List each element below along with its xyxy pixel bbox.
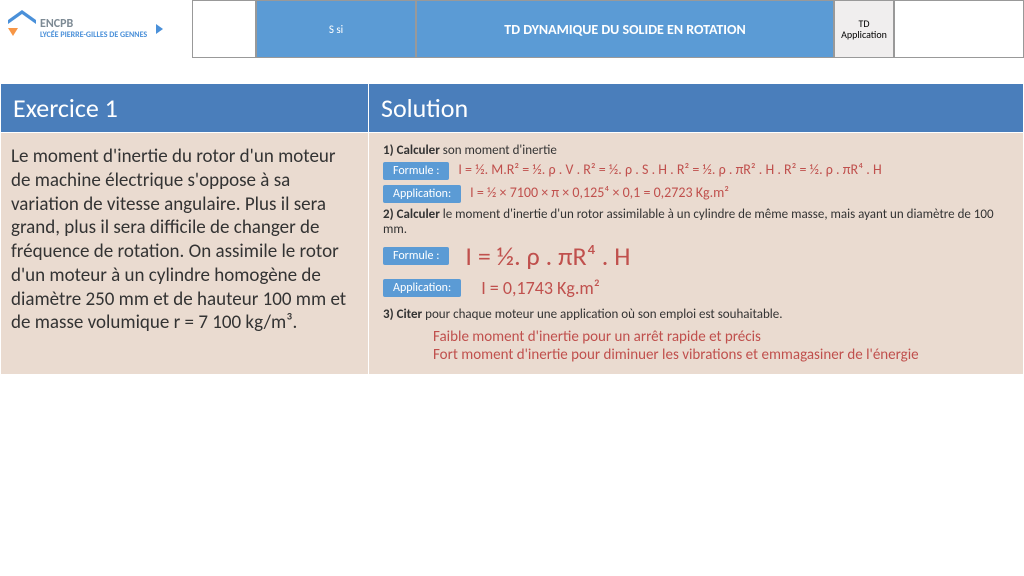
header-ssi: S si	[256, 0, 416, 58]
question-3: 3) Citer pour chaque moteur une applicat…	[383, 307, 1009, 322]
exercise-table: Exercice 1 Solution Le moment d'inertie …	[0, 83, 1024, 375]
formule-badge: Formule :	[383, 162, 449, 180]
application-badge-2: Application:	[383, 279, 461, 297]
solution-content: 1) Calculer son moment d'inertie Formule…	[369, 133, 1024, 375]
solution-title: Solution	[369, 84, 1024, 133]
answer-3a: Faible moment d'inertie pour un arrêt ra…	[433, 328, 1009, 346]
formula-1: I = ½. M.R² = ½. ρ . V . R² = ½. ρ . S .…	[458, 161, 881, 178]
chevron-icon	[153, 22, 167, 36]
result-2: I = 0,1743 Kg.m²	[481, 277, 600, 299]
formule-badge-2: Formule :	[383, 247, 449, 265]
logo-area: ENCPB LYCÉE PIERRE-GILLES DE GENNES	[0, 0, 192, 58]
question-1: 1) Calculer son moment d'inertie	[383, 143, 1009, 158]
logo-sub-text: LYCÉE PIERRE-GILLES DE GENNES	[40, 31, 147, 40]
header-blank	[192, 0, 256, 58]
question-2: 2) Calculer le moment d'inertie d'un rot…	[383, 207, 1009, 237]
problem-statement: Le moment d'inertie du rotor d'un moteur…	[1, 133, 369, 375]
result-1: I = ½ × 7100 × π × 0,125⁴ × 0,1 = 0,2723…	[470, 184, 729, 201]
td-app-label: Application	[841, 28, 887, 41]
document-header: ENCPB LYCÉE PIERRE-GILLES DE GENNES S si…	[0, 0, 1024, 58]
header-title: TD DYNAMIQUE DU SOLIDE EN ROTATION	[416, 0, 834, 58]
exercise-title: Exercice 1	[1, 84, 369, 133]
header-td-app: TD Application	[834, 0, 894, 58]
logo-icon	[8, 10, 36, 48]
application-badge: Application:	[383, 185, 461, 203]
answer-3b: Fort moment d'inertie pour diminuer les …	[433, 346, 1009, 364]
header-blank2	[894, 0, 1024, 58]
formula-2: I = ½. ρ . πR⁴ . H	[465, 240, 630, 272]
